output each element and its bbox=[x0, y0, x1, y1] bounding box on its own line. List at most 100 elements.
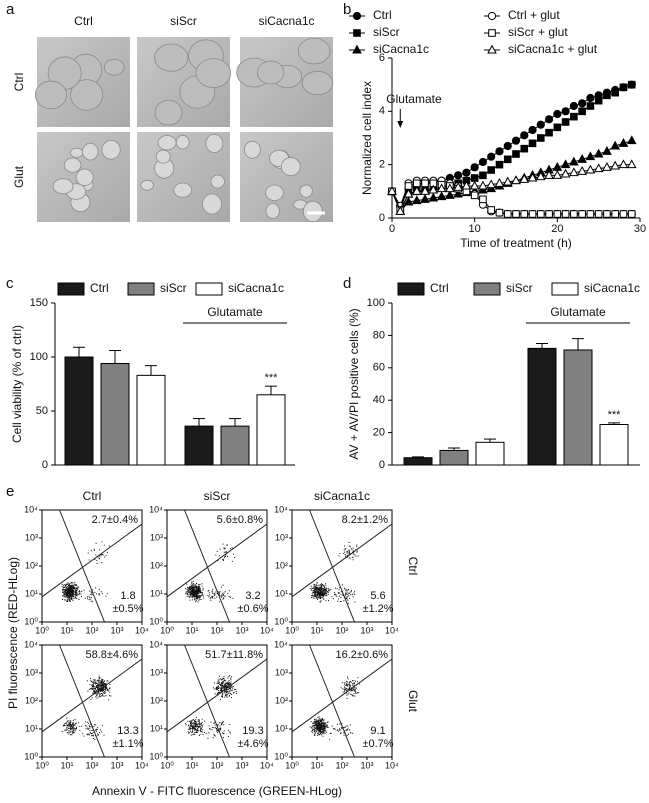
dot bbox=[353, 690, 355, 692]
dot bbox=[101, 695, 103, 697]
dot bbox=[85, 727, 87, 729]
dot bbox=[316, 590, 318, 592]
dot bbox=[352, 732, 354, 734]
dot bbox=[230, 689, 232, 691]
dot bbox=[354, 601, 356, 603]
dot bbox=[78, 598, 80, 600]
dot bbox=[321, 589, 323, 591]
dot bbox=[197, 720, 199, 722]
dot bbox=[106, 593, 108, 595]
dot bbox=[71, 593, 73, 595]
cell bbox=[52, 178, 74, 195]
dot bbox=[227, 681, 229, 683]
dot bbox=[318, 734, 320, 736]
dot bbox=[196, 595, 198, 597]
dot bbox=[101, 553, 103, 555]
quadrant-label: 13.3 bbox=[117, 725, 138, 737]
dot bbox=[336, 723, 338, 725]
dot bbox=[99, 677, 101, 679]
dot bbox=[321, 722, 323, 724]
dot bbox=[93, 683, 95, 685]
y-tick-label: 10¹ bbox=[150, 723, 163, 733]
dot bbox=[64, 589, 66, 591]
dot bbox=[98, 686, 100, 688]
bar bbox=[439, 449, 469, 466]
dot bbox=[78, 591, 80, 593]
dot bbox=[311, 728, 313, 730]
dot bbox=[70, 598, 72, 600]
dot bbox=[209, 728, 211, 730]
dot bbox=[190, 584, 192, 586]
dot bbox=[341, 584, 343, 586]
dot bbox=[222, 584, 224, 586]
dot bbox=[319, 596, 321, 598]
dot bbox=[353, 682, 355, 684]
dot bbox=[86, 733, 88, 735]
dot bbox=[321, 731, 323, 733]
y-axis-label: Normalized cell index bbox=[360, 81, 374, 195]
dot bbox=[192, 589, 194, 591]
dot bbox=[202, 587, 204, 589]
dot bbox=[199, 723, 201, 725]
dot bbox=[195, 596, 197, 598]
dot bbox=[186, 588, 188, 590]
dot bbox=[323, 720, 325, 722]
dot bbox=[199, 590, 201, 592]
y-tick-label: 10² bbox=[25, 695, 38, 705]
dot bbox=[223, 686, 225, 688]
dot bbox=[350, 589, 352, 591]
marker bbox=[520, 131, 529, 140]
marker bbox=[470, 191, 479, 200]
dot bbox=[197, 589, 199, 591]
dot bbox=[64, 591, 66, 593]
dot bbox=[192, 589, 194, 591]
y-tick-label: 4 bbox=[379, 105, 385, 117]
dot bbox=[215, 554, 217, 556]
dot bbox=[74, 597, 76, 599]
marker bbox=[511, 136, 521, 145]
dot bbox=[329, 590, 331, 592]
dot bbox=[358, 692, 360, 694]
dot bbox=[63, 591, 65, 593]
cell bbox=[82, 142, 99, 161]
dot bbox=[191, 589, 193, 591]
dot bbox=[96, 593, 98, 595]
dot bbox=[328, 590, 330, 592]
dot bbox=[227, 593, 229, 595]
dot bbox=[229, 687, 231, 689]
dot bbox=[318, 718, 320, 720]
marker bbox=[585, 164, 596, 174]
dot bbox=[227, 685, 229, 687]
dot bbox=[327, 721, 329, 723]
x-tick-label: 10⁴ bbox=[385, 625, 399, 635]
dot bbox=[325, 726, 327, 728]
dot bbox=[346, 551, 348, 553]
dot bbox=[352, 688, 354, 690]
dot bbox=[105, 683, 107, 685]
dot bbox=[326, 593, 328, 595]
dot bbox=[195, 729, 197, 731]
y-tick-label: 100 bbox=[367, 297, 385, 309]
dot bbox=[327, 726, 329, 728]
dot bbox=[192, 586, 194, 588]
dot bbox=[349, 687, 351, 689]
dot bbox=[222, 543, 224, 545]
dot bbox=[70, 730, 72, 732]
dot bbox=[225, 690, 227, 692]
dot bbox=[310, 589, 312, 591]
dot bbox=[69, 597, 71, 599]
dot bbox=[102, 679, 104, 681]
dot bbox=[314, 728, 316, 730]
dot bbox=[90, 733, 92, 735]
dot bbox=[66, 595, 68, 597]
legend-label: siScr + glut bbox=[508, 25, 568, 39]
marker bbox=[552, 169, 563, 179]
dot bbox=[99, 680, 101, 682]
dot bbox=[95, 686, 97, 688]
dot bbox=[69, 596, 71, 598]
dot bbox=[339, 723, 341, 725]
marker bbox=[553, 123, 562, 132]
dot bbox=[345, 692, 347, 694]
dot bbox=[89, 729, 91, 731]
dot bbox=[193, 586, 195, 588]
